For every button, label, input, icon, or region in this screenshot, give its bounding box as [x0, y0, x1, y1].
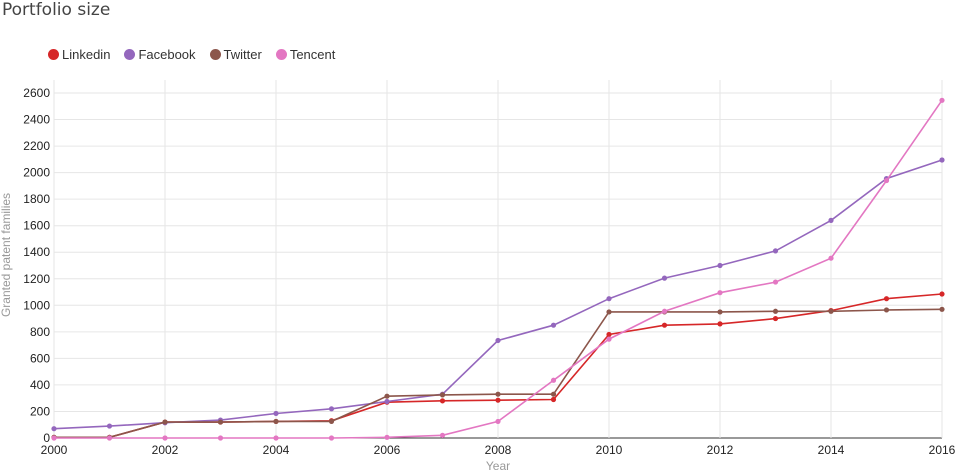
y-axis-title: Granted patent families	[0, 193, 13, 317]
data-point-twitter	[439, 392, 446, 398]
y-tick-label: 1400	[23, 245, 50, 259]
data-point-twitter	[495, 391, 501, 397]
data-point-twitter	[939, 306, 945, 312]
legend-label-tencent: Tencent	[289, 47, 336, 62]
legend-marker-facebook	[124, 49, 136, 60]
x-tick-label: 2012	[707, 443, 734, 457]
x-tick-label: 2004	[263, 443, 290, 457]
data-point-facebook	[273, 410, 279, 417]
data-point-tencent	[328, 435, 335, 441]
data-point-linkedin	[717, 321, 723, 327]
data-point-facebook	[495, 337, 501, 344]
data-point-twitter	[772, 308, 779, 314]
y-tick-label: 600	[30, 351, 50, 365]
data-point-facebook	[828, 217, 834, 223]
x-tick-label: 2002	[152, 443, 179, 457]
y-tick-label: 2600	[23, 86, 50, 100]
data-point-linkedin	[939, 291, 945, 297]
y-tick-label: 1600	[23, 219, 50, 233]
legend-marker-twitter	[209, 49, 221, 60]
data-point-facebook	[550, 322, 557, 328]
data-point-facebook	[384, 398, 390, 405]
chart-title: Portfolio size	[2, 0, 111, 20]
data-point-tencent	[495, 418, 501, 425]
data-point-facebook	[939, 157, 945, 163]
data-point-twitter	[328, 418, 335, 425]
legend-marker-linkedin	[48, 49, 59, 60]
data-point-linkedin	[495, 397, 501, 403]
data-point-twitter	[273, 418, 279, 425]
data-point-linkedin	[883, 296, 890, 302]
legend-marker-tencent	[275, 49, 287, 60]
x-tick-label: 2014	[818, 443, 845, 457]
y-tick-label: 2400	[23, 113, 50, 127]
y-tick-label: 2200	[23, 139, 50, 153]
x-tick-label: 2000	[41, 443, 68, 457]
data-point-linkedin	[550, 396, 557, 403]
data-point-tencent	[273, 435, 279, 441]
data-point-tencent	[217, 435, 224, 441]
data-point-tencent	[661, 308, 668, 314]
gridlines	[53, 80, 943, 439]
y-axis: 0 200 400 600 800 1000 1200 1400 1600 1800 2000 220…	[23, 86, 50, 445]
data-point-facebook	[328, 406, 335, 412]
data-point-tencent	[439, 432, 446, 438]
data-point-twitter	[384, 393, 390, 399]
legend-label-twitter: Twitter	[223, 47, 262, 62]
legend: Linkedin Facebook Twitter Tencent	[48, 47, 335, 62]
data-point-tencent	[384, 434, 390, 440]
data-point-tencent	[51, 435, 57, 441]
data-point-facebook	[717, 262, 723, 269]
series-group	[51, 97, 945, 441]
data-point-tencent	[828, 255, 834, 261]
data-point-tencent	[106, 435, 113, 441]
x-tick-label: 2010	[596, 443, 623, 457]
data-point-twitter	[162, 419, 168, 425]
x-tick-label: 2008	[485, 443, 512, 457]
legend-label-linkedin: Linkedin	[62, 47, 111, 62]
legend-item-tencent[interactable]: Tencent	[275, 47, 336, 62]
data-point-facebook	[772, 248, 779, 254]
data-point-linkedin	[772, 315, 779, 322]
data-point-tencent	[162, 435, 168, 441]
y-tick-label: 1800	[23, 192, 50, 206]
y-tick-label: 2000	[23, 166, 50, 180]
data-point-tencent	[939, 97, 945, 103]
data-point-tencent	[717, 290, 723, 296]
x-tick-label: 2016	[929, 443, 956, 457]
y-tick-label: 800	[30, 325, 50, 339]
y-tick-label: 200	[30, 404, 50, 418]
x-axis-title: Year	[486, 459, 510, 471]
y-tick-label: 1200	[23, 272, 50, 286]
x-tick-label: 2006	[374, 443, 401, 457]
y-tick-label: 400	[30, 378, 50, 392]
data-point-twitter	[217, 419, 224, 425]
legend-item-twitter[interactable]: Twitter	[209, 47, 262, 62]
legend-label-facebook: Facebook	[138, 47, 196, 62]
data-point-linkedin	[661, 322, 668, 328]
data-point-tencent	[550, 377, 557, 383]
data-point-twitter	[883, 307, 890, 313]
data-point-twitter	[828, 308, 834, 314]
data-point-facebook	[106, 423, 113, 429]
data-point-twitter	[717, 309, 723, 315]
data-point-twitter	[606, 309, 612, 315]
data-point-tencent	[606, 336, 612, 342]
data-point-twitter	[550, 391, 557, 397]
data-point-tencent	[883, 177, 890, 184]
y-tick-label: 1000	[23, 298, 50, 312]
legend-item-linkedin[interactable]: Linkedin	[48, 47, 110, 62]
data-point-facebook	[661, 275, 668, 281]
data-point-facebook	[606, 296, 612, 302]
data-point-facebook	[51, 426, 57, 432]
legend-item-facebook[interactable]: Facebook	[124, 47, 196, 62]
x-axis: 2000 2002 2004 2006 2008 2010 2012 2014 2016	[41, 443, 956, 457]
y-tick-label: 0	[43, 431, 50, 445]
data-point-tencent	[772, 279, 779, 285]
data-point-linkedin	[439, 398, 446, 404]
data-point-linkedin	[606, 331, 612, 338]
